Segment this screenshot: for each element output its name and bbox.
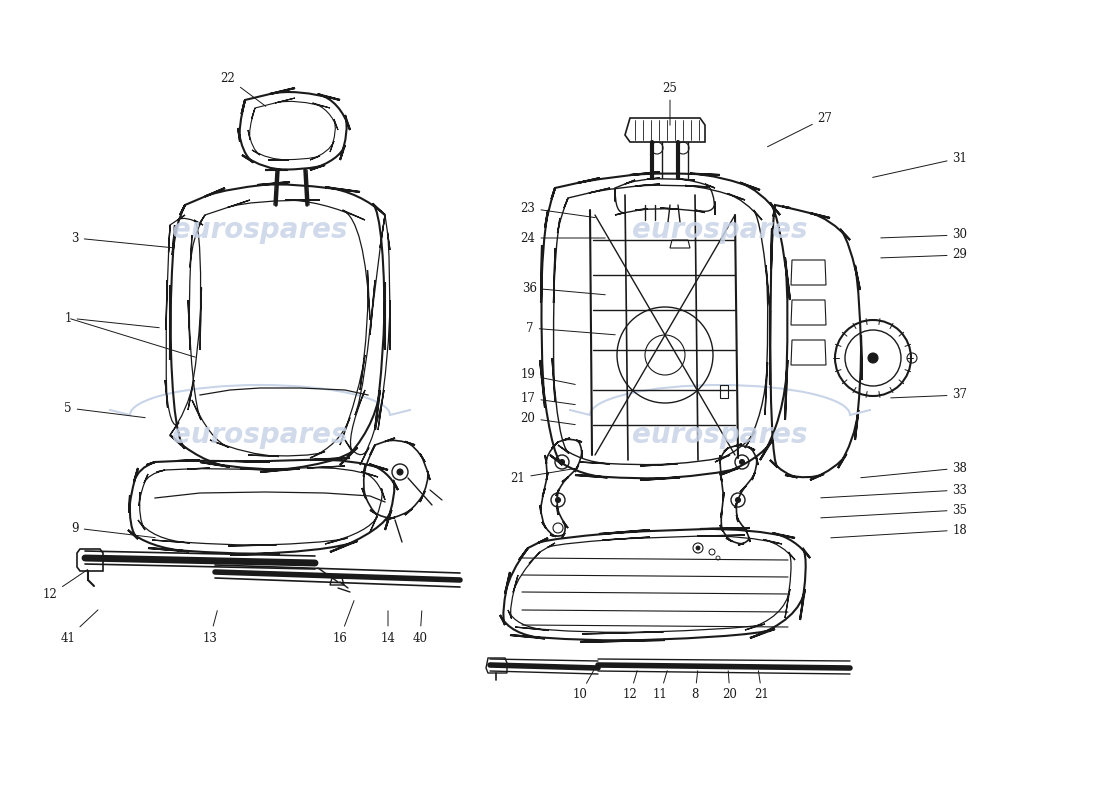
Text: 36: 36: [522, 282, 605, 294]
Text: 5: 5: [64, 402, 145, 418]
Text: 7: 7: [526, 322, 615, 334]
Circle shape: [736, 498, 740, 502]
Text: 14: 14: [381, 610, 395, 645]
Text: 29: 29: [881, 249, 967, 262]
Circle shape: [556, 498, 561, 502]
Text: 16: 16: [332, 601, 354, 645]
Circle shape: [397, 469, 403, 475]
Text: 11: 11: [652, 670, 668, 702]
Text: 21: 21: [755, 670, 769, 702]
Text: 40: 40: [412, 610, 428, 645]
Circle shape: [696, 546, 700, 550]
Text: 20: 20: [520, 411, 575, 425]
Text: 21: 21: [510, 469, 575, 485]
Text: 24: 24: [520, 231, 605, 245]
Circle shape: [560, 459, 564, 465]
Text: eurospares: eurospares: [173, 421, 348, 449]
Text: 25: 25: [662, 82, 678, 126]
Text: eurospares: eurospares: [632, 216, 807, 244]
Text: 12: 12: [43, 570, 88, 602]
Text: 17: 17: [520, 391, 575, 405]
Text: 31: 31: [872, 151, 967, 178]
Text: 37: 37: [891, 389, 968, 402]
Text: eurospares: eurospares: [632, 421, 807, 449]
Text: 18: 18: [830, 523, 967, 538]
Text: 33: 33: [821, 483, 968, 498]
Text: 13: 13: [202, 610, 218, 645]
Text: 38: 38: [861, 462, 967, 478]
Text: 23: 23: [520, 202, 595, 218]
Circle shape: [868, 353, 878, 363]
Text: 20: 20: [723, 670, 737, 702]
Text: 19: 19: [520, 369, 575, 385]
Text: 35: 35: [821, 503, 968, 518]
Text: 30: 30: [881, 229, 968, 242]
Text: 9: 9: [72, 522, 155, 538]
Text: 10: 10: [573, 670, 594, 702]
Text: 27: 27: [768, 111, 833, 146]
Text: 12: 12: [623, 670, 637, 702]
Text: 22: 22: [221, 71, 266, 106]
Text: 41: 41: [60, 610, 98, 645]
Text: 3: 3: [72, 231, 173, 248]
Circle shape: [739, 459, 745, 465]
Text: 8: 8: [691, 670, 698, 702]
Text: 1: 1: [64, 311, 160, 328]
Text: eurospares: eurospares: [173, 216, 348, 244]
